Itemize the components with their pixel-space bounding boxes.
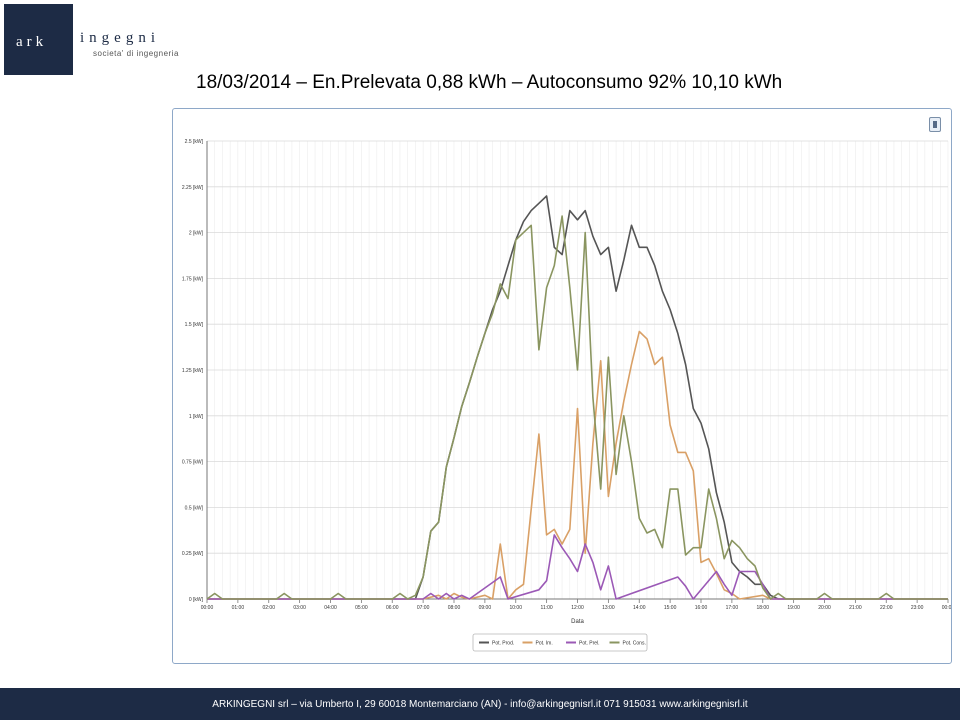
- logo-ingegni-text: ingegni: [80, 30, 160, 46]
- footer-text: ARKINGEGNI srl – via Umberto I, 29 60018…: [212, 698, 748, 710]
- series-line: [207, 534, 948, 600]
- y-tick-label: 2.5 [kW]: [185, 139, 204, 145]
- y-tick-label: 1.75 [kW]: [182, 276, 204, 282]
- y-tick-label: 1.25 [kW]: [182, 368, 204, 374]
- x-tick-label: 13:00: [602, 605, 615, 611]
- y-tick-label: 0.25 [kW]: [182, 551, 204, 557]
- x-tick-label: 02:00: [262, 605, 275, 611]
- x-tick-label: 00:00: [201, 605, 214, 611]
- line-chart: 0 [kW] 0.25 [kW] 0.5 [kW] 0.75 [kW] 1 [kW] 1.…: [182, 139, 951, 652]
- y-tick-label: 0.75 [kW]: [182, 460, 204, 466]
- legend-entry: Pot. Prod.: [492, 641, 514, 647]
- logo-tagline: societa' di ingegneria: [93, 49, 179, 58]
- x-tick-label: 19:00: [787, 605, 800, 611]
- x-tick-label: 01:00: [232, 605, 245, 611]
- footer-bar: ARKINGEGNI srl – via Umberto I, 29 60018…: [0, 688, 960, 720]
- x-tick-label: 12:00: [571, 605, 584, 611]
- y-tick-label: 0.5 [kW]: [185, 505, 204, 511]
- x-tick-label: 05:00: [355, 605, 368, 611]
- export-icon[interactable]: [929, 117, 941, 132]
- y-tick-label: 1.5 [kW]: [185, 322, 204, 328]
- x-tick-label: 11:00: [541, 605, 553, 611]
- x-tick-label: 18:00: [756, 605, 769, 611]
- y-tick-label: 2.25 [kW]: [182, 185, 204, 191]
- chart-panel: 0 [kW] 0.25 [kW] 0.5 [kW] 0.75 [kW] 1 [kW] 1.…: [172, 108, 952, 664]
- x-tick-label: 10:00: [509, 605, 522, 611]
- legend-entry: Pot. Im.: [536, 641, 553, 647]
- x-tick-label: 08:00: [448, 605, 461, 611]
- y-tick-label: 0 [kW]: [189, 597, 204, 603]
- legend-box: [472, 633, 648, 652]
- x-tick-label: 06:00: [386, 605, 399, 611]
- x-tick-label: 21:00: [849, 605, 862, 611]
- logo-badge: ark: [4, 4, 73, 75]
- y-tick-label: 1 [kW]: [189, 414, 204, 420]
- x-axis-label: Data: [571, 619, 584, 625]
- x-tick-label: 15:00: [664, 605, 677, 611]
- series-line: [206, 215, 948, 600]
- x-tick-label: 09:00: [479, 605, 492, 611]
- x-tick-label: 17:00: [726, 605, 739, 611]
- x-tick-label: 14:00: [633, 605, 646, 611]
- logo-ark-text: ark: [16, 34, 48, 50]
- y-tick-label: 2 [kW]: [189, 231, 204, 237]
- x-tick-label: 23:00: [911, 605, 924, 611]
- x-tick-label: 20:00: [818, 605, 831, 611]
- x-tick-label: 00:00: [942, 605, 951, 611]
- x-tick-label: 16:00: [695, 605, 708, 611]
- legend-entry: Pot. Prel.: [579, 641, 600, 647]
- legend-entry: Pot. Cons.: [623, 641, 646, 647]
- x-tick-label: 22:00: [880, 605, 893, 611]
- x-tick-label: 03:00: [293, 605, 306, 611]
- x-tick-label: 07:00: [417, 605, 430, 611]
- series-line: [207, 330, 948, 600]
- x-tick-label: 04:00: [324, 605, 337, 611]
- slide-title: 18/03/2014 – En.Prelevata 0,88 kWh – Aut…: [196, 72, 783, 93]
